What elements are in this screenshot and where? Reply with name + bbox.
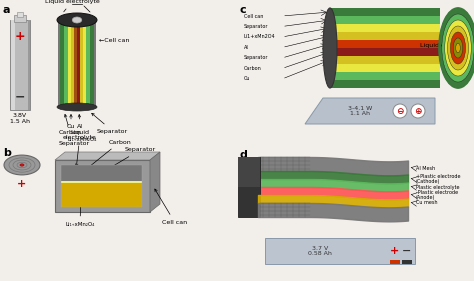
Bar	[68, 20, 71, 107]
Bar	[90, 20, 94, 107]
Ellipse shape	[453, 38, 463, 58]
Text: Cu mesh: Cu mesh	[416, 201, 438, 205]
Text: Separator: Separator	[244, 24, 268, 29]
Text: d: d	[240, 150, 248, 160]
Text: Separator: Separator	[91, 113, 128, 133]
Text: Al: Al	[77, 115, 83, 130]
Text: a: a	[3, 5, 10, 15]
Polygon shape	[55, 152, 160, 160]
Bar	[60, 20, 64, 107]
Bar	[58, 20, 60, 107]
Bar	[11, 20, 15, 110]
Ellipse shape	[445, 20, 471, 76]
Text: Liquid electrolyte: Liquid electrolyte	[45, 0, 100, 12]
Ellipse shape	[450, 32, 465, 64]
Ellipse shape	[447, 26, 468, 70]
Text: Liquid electrolyte: Liquid electrolyte	[420, 42, 474, 47]
Text: Separator: Separator	[244, 56, 268, 60]
Polygon shape	[305, 98, 435, 124]
Bar	[77, 20, 80, 107]
Text: 3-4.1 W
1.1 Ah: 3-4.1 W 1.1 Ah	[348, 106, 372, 116]
Ellipse shape	[411, 104, 425, 118]
Bar	[390, 260, 400, 264]
Text: Cell can: Cell can	[155, 189, 187, 225]
Bar	[71, 20, 74, 107]
Bar	[265, 238, 415, 264]
Bar	[238, 157, 260, 217]
Text: c: c	[240, 5, 246, 15]
Bar	[61, 183, 142, 207]
Ellipse shape	[20, 164, 24, 166]
Ellipse shape	[57, 103, 97, 111]
Text: Li₁₊xMn₂O₄: Li₁₊xMn₂O₄	[67, 137, 97, 142]
Text: Cu: Cu	[67, 115, 75, 130]
Bar	[330, 48, 440, 56]
Bar	[61, 165, 142, 181]
Text: Separator: Separator	[89, 148, 155, 180]
Text: +: +	[18, 179, 27, 189]
Text: Carbon: Carbon	[244, 66, 262, 71]
Bar	[330, 32, 440, 40]
Text: 3.8V
1.5 Ah: 3.8V 1.5 Ah	[10, 113, 30, 124]
Ellipse shape	[442, 14, 474, 82]
Bar	[86, 20, 90, 107]
Text: b: b	[3, 148, 11, 158]
Bar	[55, 160, 150, 212]
Bar	[64, 20, 68, 107]
Bar	[80, 20, 83, 107]
Text: -Plastic electrode
(Anode): -Plastic electrode (Anode)	[416, 190, 458, 200]
Bar	[61, 165, 142, 207]
Bar	[83, 20, 86, 107]
Text: Cu: Cu	[244, 76, 250, 81]
Ellipse shape	[439, 8, 474, 88]
Text: Li1+xMn2O4: Li1+xMn2O4	[244, 35, 275, 40]
Bar	[61, 181, 142, 183]
Text: Al Mesh: Al Mesh	[416, 166, 435, 171]
Ellipse shape	[323, 8, 337, 88]
Text: Carbon: Carbon	[84, 139, 131, 171]
Bar	[94, 20, 96, 107]
Bar	[28, 20, 30, 110]
Text: Plastic electrolyte: Plastic electrolyte	[416, 185, 459, 189]
Ellipse shape	[393, 104, 407, 118]
Bar	[330, 80, 440, 88]
Bar	[330, 56, 440, 64]
Text: Carbon: Carbon	[59, 114, 82, 135]
Ellipse shape	[72, 17, 82, 23]
Text: Separator: Separator	[59, 141, 90, 146]
Text: +: +	[15, 31, 25, 44]
Bar	[17, 12, 23, 17]
Bar	[330, 16, 440, 24]
Bar	[10, 20, 30, 110]
Bar	[402, 260, 412, 264]
Bar	[14, 15, 26, 22]
Text: +Plastic electrode
(Cathode): +Plastic electrode (Cathode)	[416, 174, 461, 184]
Ellipse shape	[456, 43, 460, 53]
Text: ⊖: ⊖	[396, 106, 404, 115]
Text: +: +	[391, 246, 400, 256]
Ellipse shape	[57, 13, 97, 27]
Bar	[74, 20, 77, 107]
Text: Cell can: Cell can	[244, 13, 264, 19]
Ellipse shape	[4, 155, 40, 175]
Text: 3.7 V
0.58 Ah: 3.7 V 0.58 Ah	[308, 246, 332, 256]
Text: Li₁₊xMn₂O₄: Li₁₊xMn₂O₄	[65, 198, 95, 226]
Text: −: −	[402, 246, 412, 256]
Text: ←Cell can: ←Cell can	[99, 37, 129, 42]
Text: −: −	[15, 90, 25, 103]
Text: Liquid
electrolyte: Liquid electrolyte	[63, 130, 97, 166]
Text: ⊕: ⊕	[414, 106, 422, 115]
Bar	[330, 72, 440, 80]
Polygon shape	[150, 152, 160, 212]
Bar	[330, 64, 440, 72]
Text: Al: Al	[244, 45, 249, 50]
Bar	[330, 8, 440, 16]
Bar	[238, 157, 260, 187]
Bar	[330, 24, 440, 32]
Bar	[330, 40, 440, 48]
